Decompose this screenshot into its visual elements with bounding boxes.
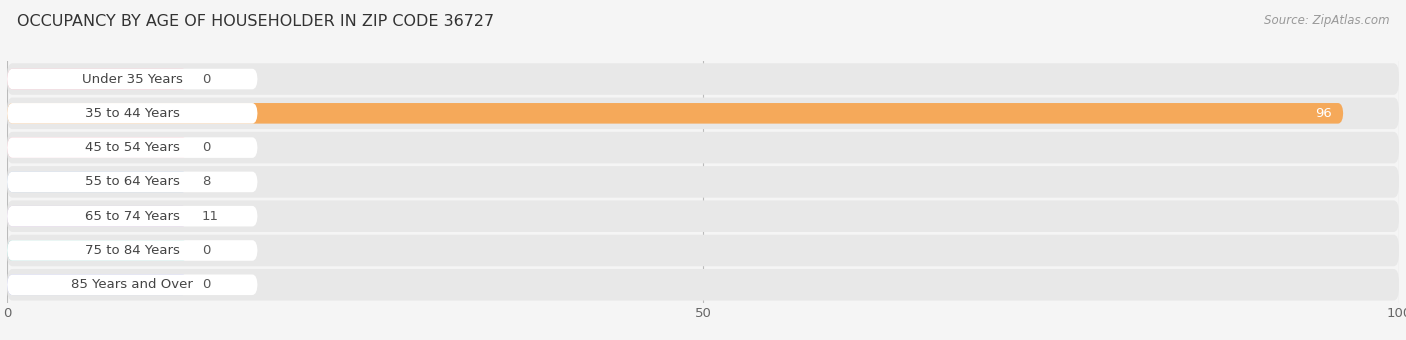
- FancyBboxPatch shape: [7, 206, 188, 226]
- Text: Source: ZipAtlas.com: Source: ZipAtlas.com: [1264, 14, 1389, 27]
- Text: 11: 11: [202, 210, 219, 223]
- FancyBboxPatch shape: [7, 132, 1399, 164]
- Text: OCCUPANCY BY AGE OF HOUSEHOLDER IN ZIP CODE 36727: OCCUPANCY BY AGE OF HOUSEHOLDER IN ZIP C…: [17, 14, 494, 29]
- FancyBboxPatch shape: [7, 103, 257, 124]
- Text: 8: 8: [202, 175, 211, 188]
- Text: 55 to 64 Years: 55 to 64 Years: [84, 175, 180, 188]
- Text: 0: 0: [202, 141, 211, 154]
- Text: 35 to 44 Years: 35 to 44 Years: [84, 107, 180, 120]
- FancyBboxPatch shape: [7, 206, 257, 226]
- Text: 0: 0: [202, 278, 211, 291]
- FancyBboxPatch shape: [7, 235, 1399, 266]
- FancyBboxPatch shape: [7, 166, 1399, 198]
- FancyBboxPatch shape: [7, 63, 1399, 95]
- FancyBboxPatch shape: [7, 274, 257, 295]
- FancyBboxPatch shape: [7, 269, 1399, 301]
- FancyBboxPatch shape: [7, 200, 1399, 232]
- FancyBboxPatch shape: [7, 240, 188, 261]
- Text: 0: 0: [202, 72, 211, 86]
- Text: 65 to 74 Years: 65 to 74 Years: [84, 210, 180, 223]
- Text: 75 to 84 Years: 75 to 84 Years: [84, 244, 180, 257]
- Text: 85 Years and Over: 85 Years and Over: [72, 278, 193, 291]
- Text: 0: 0: [202, 244, 211, 257]
- FancyBboxPatch shape: [7, 98, 1399, 129]
- FancyBboxPatch shape: [7, 69, 188, 89]
- FancyBboxPatch shape: [7, 240, 257, 261]
- FancyBboxPatch shape: [7, 137, 188, 158]
- FancyBboxPatch shape: [7, 137, 257, 158]
- Text: 96: 96: [1316, 107, 1331, 120]
- FancyBboxPatch shape: [7, 69, 257, 89]
- Text: Under 35 Years: Under 35 Years: [82, 72, 183, 86]
- Text: 45 to 54 Years: 45 to 54 Years: [84, 141, 180, 154]
- FancyBboxPatch shape: [7, 172, 188, 192]
- FancyBboxPatch shape: [7, 274, 188, 295]
- FancyBboxPatch shape: [7, 103, 1343, 124]
- FancyBboxPatch shape: [7, 172, 257, 192]
